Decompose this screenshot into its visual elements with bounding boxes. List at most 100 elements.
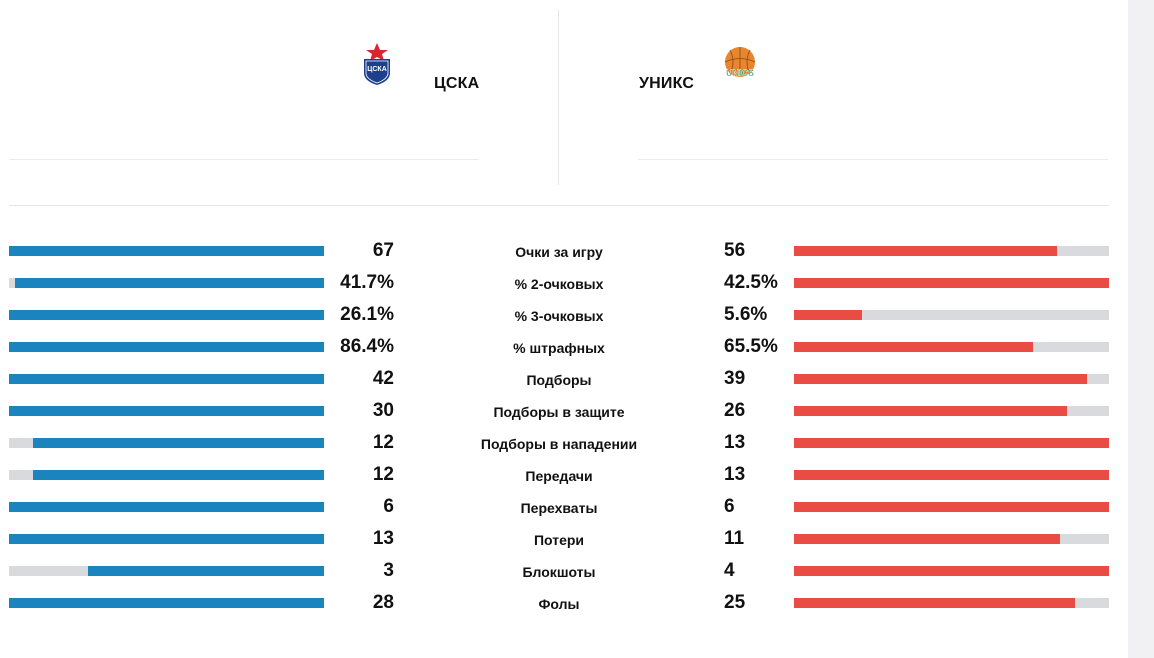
away-stat-bar-fill (794, 598, 1076, 608)
stat-row: 12 Передачи 13 (0, 460, 1120, 492)
away-stat-value: 26 (724, 400, 746, 421)
away-team-header: UNICS УНИКС (638, 0, 1108, 190)
header-divider (638, 159, 1108, 160)
home-stat-bar-fill (15, 278, 324, 288)
stat-label: Подборы в нападении (480, 436, 638, 452)
page-scroll-strip (1128, 0, 1154, 658)
stat-row: 26.1% % 3-очковых 5.6% (0, 300, 1120, 332)
away-stat-bar (794, 566, 1109, 576)
stat-row: 42 Подборы 39 (0, 364, 1120, 396)
away-stat-value: 65.5% (724, 336, 778, 357)
stat-row: 41.7% % 2-очковых 42.5% (0, 268, 1120, 300)
away-stat-value: 42.5% (724, 272, 778, 293)
stat-label: % 2-очковых (514, 276, 604, 292)
home-stat-bar-fill (33, 470, 324, 480)
cska-logo: ЦСКА (364, 43, 390, 85)
stat-row: 30 Подборы в защите 26 (0, 396, 1120, 428)
away-stat-value: 4 (724, 560, 735, 581)
away-stat-value: 5.6% (724, 304, 768, 325)
stat-row: 13 Потери 11 (0, 524, 1120, 556)
header-vertical-divider (558, 10, 559, 185)
stat-row: 67 Очки за игру 56 (0, 236, 1120, 268)
stat-row: 3 Блокшоты 4 (0, 556, 1120, 588)
away-stat-bar (794, 534, 1109, 544)
away-stat-bar-fill (794, 342, 1033, 352)
away-stat-bar-fill (794, 502, 1109, 512)
home-stat-bar-fill (9, 534, 324, 544)
away-stat-value: 6 (724, 496, 735, 517)
stat-label: Блокшоты (522, 564, 596, 580)
away-stat-bar-fill (794, 534, 1061, 544)
header-divider (9, 159, 479, 160)
away-stat-bar-fill (794, 406, 1068, 416)
away-stat-bar-fill (794, 278, 1109, 288)
home-stat-value: 13 (372, 528, 394, 549)
away-stat-bar-fill (794, 310, 862, 320)
home-stat-value: 12 (372, 432, 394, 453)
away-stat-bar (794, 502, 1109, 512)
home-stat-value: 30 (372, 400, 394, 421)
home-stat-bar-fill (9, 502, 324, 512)
stat-row: 6 Перехваты 6 (0, 492, 1120, 524)
away-stat-bar (794, 406, 1109, 416)
away-stat-value: 13 (724, 432, 746, 453)
home-stat-value: 6 (383, 496, 394, 517)
home-team-header: ЦСКА ЦСКА (9, 0, 479, 190)
away-stat-value: 13 (724, 464, 746, 485)
home-stat-value: 86.4% (340, 336, 394, 357)
home-stat-bar (9, 598, 324, 608)
home-stat-bar (9, 502, 324, 512)
home-stat-value: 26.1% (340, 304, 394, 325)
away-stat-value: 11 (724, 528, 745, 549)
away-stat-bar (794, 310, 1109, 320)
away-stat-value: 56 (724, 240, 746, 261)
stat-label: Фолы (538, 596, 580, 612)
away-stat-bar (794, 598, 1109, 608)
home-stat-value: 41.7% (340, 272, 394, 293)
home-stat-bar-fill (9, 406, 324, 416)
home-stat-bar (9, 342, 324, 352)
away-stat-bar (794, 470, 1109, 480)
home-stat-bar-fill (9, 246, 324, 256)
home-stat-value: 12 (372, 464, 394, 485)
away-stat-bar (794, 246, 1109, 256)
cska-logo-text: ЦСКА (367, 66, 387, 73)
section-divider (9, 205, 1109, 206)
stat-label: Очки за игру (515, 244, 603, 260)
stat-label: Подборы (526, 372, 592, 388)
home-stat-bar-fill (87, 566, 324, 576)
home-stat-bar-fill (9, 374, 324, 384)
home-team-name: ЦСКА (434, 75, 480, 92)
home-stat-bar-fill (33, 438, 324, 448)
home-stat-bar (9, 406, 324, 416)
home-stat-bar (9, 534, 324, 544)
stat-label: % 3-очковых (514, 308, 604, 324)
stat-row: 28 Фолы 25 (0, 588, 1120, 620)
stat-label: % штрафных (513, 340, 605, 356)
away-stat-value: 39 (724, 368, 746, 389)
home-stat-value: 3 (383, 560, 394, 581)
home-stat-bar (9, 310, 324, 320)
away-stat-bar (794, 438, 1109, 448)
away-stat-bar (794, 342, 1109, 352)
home-stat-bar-fill (9, 342, 324, 352)
home-stat-bar (9, 278, 324, 288)
home-stat-bar (9, 470, 324, 480)
home-stat-bar-fill (9, 310, 324, 320)
stat-label: Передачи (525, 468, 593, 484)
away-stat-bar-fill (794, 438, 1109, 448)
stats-comparison: 67 Очки за игру 56 41.7% % 2-очковых 42.5% 26.… (0, 236, 1120, 620)
away-stat-bar-fill (794, 470, 1109, 480)
unics-logo: UNICS (724, 47, 756, 78)
stat-row: 12 Подборы в нападении 13 (0, 428, 1120, 460)
stat-label: Перехваты (520, 500, 598, 516)
home-stat-value: 42 (372, 368, 394, 389)
away-stat-bar-fill (794, 374, 1087, 384)
stat-row: 86.4% % штрафных 65.5% (0, 332, 1120, 364)
away-stat-bar-fill (794, 246, 1058, 256)
home-stat-bar (9, 246, 324, 256)
away-stat-bar (794, 374, 1109, 384)
stat-label: Подборы в защите (493, 404, 625, 420)
home-stat-bar (9, 438, 324, 448)
away-stat-value: 25 (724, 592, 746, 613)
